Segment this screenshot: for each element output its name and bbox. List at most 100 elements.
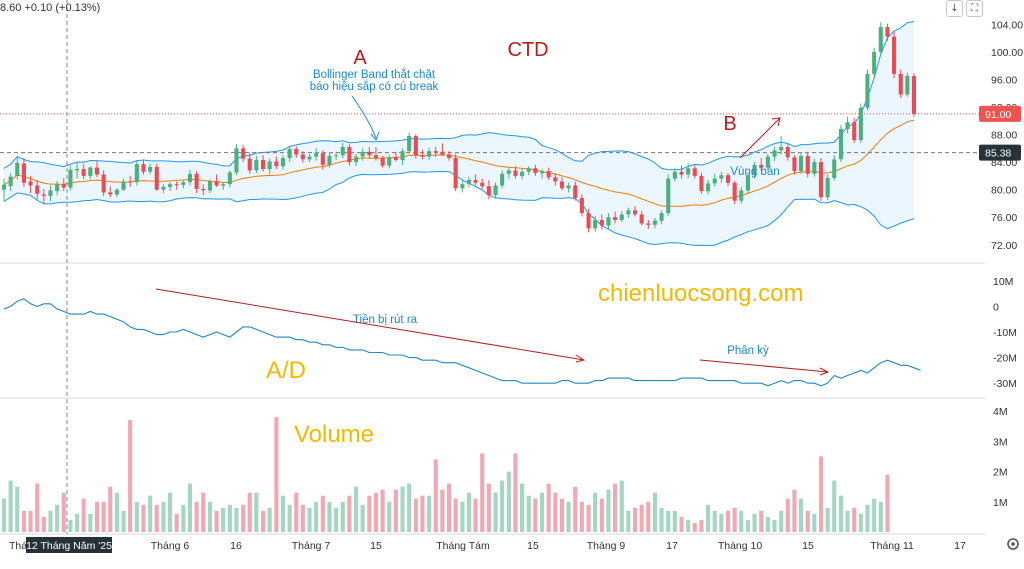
candle-body — [280, 158, 285, 167]
volume-bar — [327, 501, 332, 532]
price-axis-tick: 72.00 — [991, 240, 1017, 252]
candle-body — [898, 73, 903, 95]
candle-body — [181, 182, 186, 185]
volume-bar — [686, 519, 691, 532]
candle-body — [818, 162, 823, 198]
volume-bar — [21, 510, 26, 532]
candle-body — [128, 181, 133, 183]
candle-body — [553, 177, 558, 182]
bollinger-lower — [3, 170, 915, 247]
ad-line — [3, 298, 921, 387]
volume-bar — [726, 510, 731, 532]
candle-body — [307, 156, 312, 160]
candle-body — [174, 184, 179, 186]
time-axis-tick: 17 — [954, 540, 966, 552]
volume-bar — [367, 495, 372, 532]
candle-body — [247, 158, 252, 171]
volume-bar — [858, 513, 863, 532]
volume-bar — [35, 483, 40, 532]
volume-bar — [772, 519, 777, 532]
resistance-zone-label: Vùng bán — [730, 166, 779, 178]
candle-body — [865, 73, 870, 108]
volume-bar — [267, 507, 272, 532]
candle-body — [300, 154, 305, 160]
arrow-down-icon[interactable]: ↓ — [946, 0, 963, 17]
time-axis-tick: 16 — [230, 540, 242, 552]
candle-body — [261, 160, 266, 169]
crosshair-date-label: 12 Tháng Năm '25 — [26, 540, 112, 552]
volume-bar — [128, 420, 133, 532]
volume-bar — [593, 492, 598, 532]
indicator-title-volume: Volume — [294, 421, 374, 448]
volume-bar — [354, 486, 359, 532]
volume-bar — [838, 495, 843, 532]
volume-bar — [619, 480, 624, 532]
crosshair-date-badge — [26, 537, 112, 553]
volume-bar — [818, 456, 823, 532]
volume-bar — [633, 507, 638, 532]
price-axis-tick: 104.00 — [991, 19, 1023, 31]
bollinger-note-line1: Bollinger Band thắt chặt — [313, 68, 436, 81]
volume-bar — [168, 492, 173, 532]
candle-body — [500, 173, 505, 186]
candle-body — [453, 158, 458, 189]
volume-bar — [493, 492, 498, 532]
volume-bar — [626, 510, 631, 532]
volume-bar — [712, 510, 717, 532]
volume-bar — [148, 495, 153, 532]
candle-body — [892, 36, 897, 74]
volume-bar — [666, 510, 671, 532]
bollinger-note-arrowhead — [370, 131, 380, 141]
candle-body — [646, 223, 651, 225]
volume-bar — [420, 495, 425, 532]
volume-bar — [407, 483, 412, 532]
volume-bar — [792, 489, 797, 532]
candle-body — [520, 171, 525, 176]
volume-bar — [320, 495, 325, 532]
candle-body — [141, 164, 146, 172]
candle-body — [94, 167, 99, 175]
candle-body — [825, 178, 830, 198]
candle-body — [540, 171, 545, 174]
volume-bar — [314, 501, 319, 532]
candle-body — [619, 214, 624, 220]
candle-body — [28, 181, 33, 186]
price-axis-tick: 88.00 — [991, 130, 1017, 142]
candle-body — [81, 169, 86, 176]
volume-bar — [878, 501, 883, 532]
candle-body — [420, 155, 425, 157]
chart-title-ctd: CTD — [507, 39, 548, 61]
volume-bar — [692, 522, 697, 532]
candle-body — [480, 182, 485, 187]
candle-body — [460, 184, 465, 189]
volume-bar — [181, 504, 186, 532]
volume-bar — [812, 513, 817, 532]
candle-body — [845, 122, 850, 130]
candle-body — [194, 173, 199, 189]
annotation-A: A — [353, 47, 367, 69]
expand-icon[interactable]: ⛶ — [966, 0, 983, 17]
candle-body — [314, 153, 319, 157]
candle-body — [878, 27, 883, 52]
gear-icon-center — [1011, 542, 1015, 546]
volume-bar — [94, 501, 99, 532]
ad-downtrend-arrowhead — [575, 354, 586, 363]
candle-body — [294, 149, 299, 155]
ad-axis-tick: 10M — [993, 276, 1013, 288]
time-axis-tick: 17 — [666, 540, 678, 552]
volume-bar — [533, 498, 538, 532]
volume-bar — [380, 489, 385, 532]
volume-bar — [799, 498, 804, 532]
time-axis-tick: Tháng 10 — [718, 540, 763, 552]
volume-bar — [460, 501, 465, 532]
candle-body — [732, 182, 737, 201]
volume-bar — [154, 504, 159, 532]
candle-body — [832, 159, 837, 178]
time-axis-tick: Thá — [9, 540, 27, 552]
volume-bar — [480, 453, 485, 532]
volume-bar — [540, 492, 545, 532]
volume-bar — [55, 504, 60, 532]
volume-bar — [865, 504, 870, 532]
